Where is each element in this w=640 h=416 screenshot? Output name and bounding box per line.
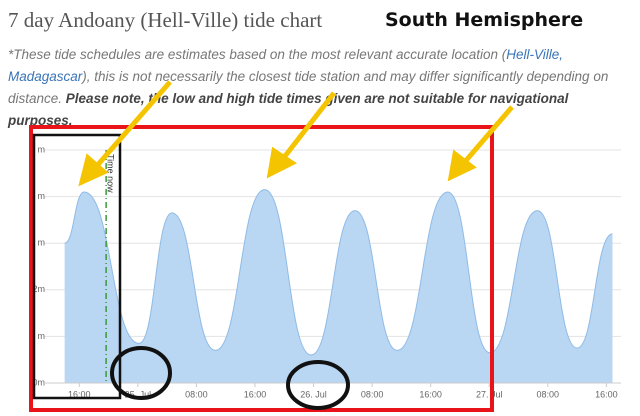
- arrow: [280, 91, 336, 162]
- now-label: Time now: [106, 154, 116, 193]
- tide-line: [64, 189, 613, 356]
- annotation-label: South Hemisphere: [385, 9, 584, 31]
- highlight-box: [29, 125, 494, 412]
- warning-text: Please note, the low and high tide times…: [8, 91, 569, 128]
- x-tick-label: 16:00: [68, 389, 91, 399]
- x-tick-label: 08:00: [361, 389, 384, 399]
- x-tick-label: 16:00: [419, 389, 442, 399]
- y-tick-label: m: [38, 191, 46, 201]
- circle-mark: [110, 346, 172, 400]
- arrow-head: [266, 146, 297, 179]
- arrow-head: [447, 149, 477, 182]
- location-link[interactable]: Hell-Ville, Madagascar: [8, 47, 564, 84]
- tide-area: [64, 189, 613, 383]
- annotations: [29, 80, 514, 412]
- y-tick-label: m: [38, 238, 46, 248]
- x-tick-label: 08:00: [537, 389, 560, 399]
- x-tick-label: 16:00: [595, 389, 618, 399]
- y-tick-label: 2m: [32, 284, 45, 294]
- y-tick-label: m: [38, 144, 46, 154]
- arrow-head: [78, 153, 109, 187]
- arrow: [93, 80, 172, 170]
- x-tick-label: 25. Jul: [125, 389, 152, 399]
- arrows: [78, 80, 514, 187]
- page-title: 7 day Andoany (Hell-Ville) tide chart: [8, 8, 323, 32]
- y-tick-label: 0m: [32, 377, 45, 387]
- disclaimer-text: ), this is not necessarily the closest t…: [8, 69, 609, 106]
- x-tick-label: 16:00: [244, 389, 267, 399]
- x-tick-label: 27. Jul: [476, 389, 503, 399]
- x-tick-label: 08:00: [185, 389, 208, 399]
- plot: 0m m 2m m m m 16:00 25. Jul 08:00 16:00 26. Jul 08:…: [32, 144, 621, 399]
- circle-mark: [286, 360, 350, 410]
- x-tick-label: 26. Jul: [300, 389, 327, 399]
- arrow: [461, 105, 514, 166]
- highlight-box: [32, 133, 122, 400]
- disclaimer-text: *These tide schedules are estimates base…: [8, 47, 507, 62]
- disclaimer: *These tide schedules are estimates base…: [8, 44, 626, 132]
- y-tick-label: m: [38, 331, 46, 341]
